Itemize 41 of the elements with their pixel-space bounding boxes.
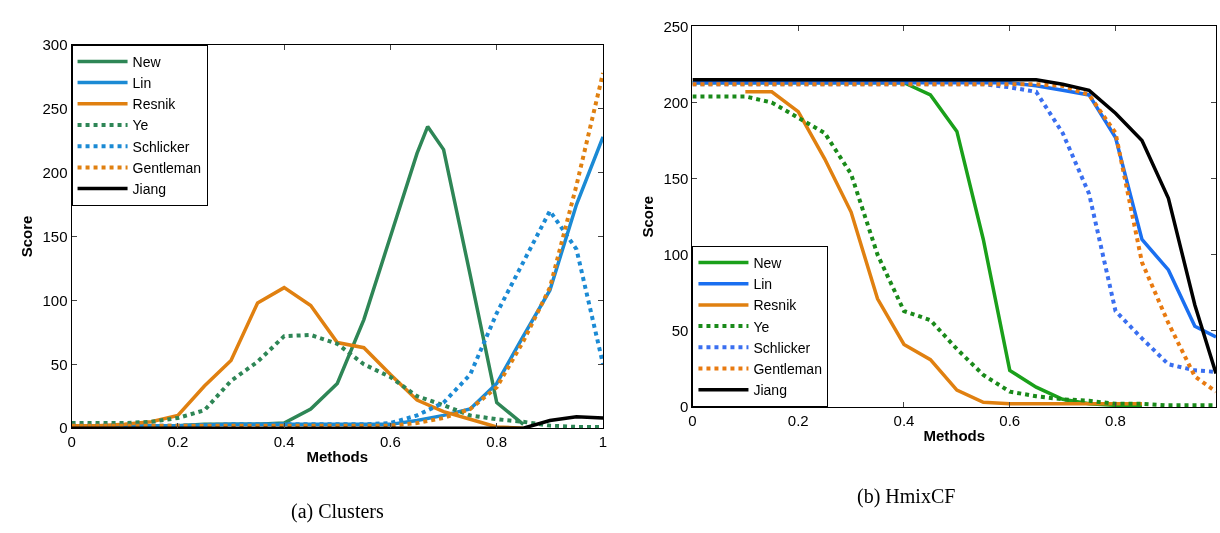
y-tick-label: 250	[42, 99, 68, 117]
x-tick-label: 0.4	[273, 433, 295, 451]
text: (a) Clusters	[291, 500, 384, 523]
y-tick-label: 150	[42, 227, 68, 245]
legend-label: Ye	[753, 318, 770, 335]
legend-label: Gentleman	[753, 360, 822, 377]
legend-label: Lin	[132, 75, 152, 92]
legend-label: Ye	[132, 117, 149, 134]
y-tick-label: 0	[680, 398, 689, 416]
y-tick-label: 200	[663, 93, 689, 111]
legend-label: Lin	[753, 276, 773, 293]
x-tick-label: 0.4	[893, 411, 915, 429]
y-axis-title: Score	[17, 215, 35, 258]
legend-label: Schlicker	[132, 138, 190, 155]
x-tick-label: 0.8	[486, 433, 508, 451]
y-tick-label: 150	[663, 169, 689, 187]
x-axis-title: Methods	[923, 426, 986, 444]
legend-label: Gentleman	[132, 159, 202, 176]
y-tick-label: 300	[42, 36, 68, 54]
y-tick-label: 200	[42, 163, 68, 181]
x-tick-label: 0.2	[787, 411, 809, 429]
x-tick-label: 0.6	[999, 411, 1021, 429]
legend-label: Jiang	[753, 382, 787, 399]
legend-label: Resnik	[753, 297, 798, 314]
y-tick-label: 100	[42, 291, 68, 309]
y-tick-label: 100	[663, 245, 689, 263]
x-tick-label: 0.2	[167, 433, 189, 451]
x-tick-label: 0.8	[1105, 411, 1126, 429]
x-axis-title: Methods	[306, 448, 369, 466]
y-tick-label: 250	[663, 17, 689, 35]
legend-label: Jiang	[132, 181, 167, 198]
text: (b) HmixCF	[857, 485, 956, 508]
legend-label: Schlicker	[753, 339, 811, 356]
legend-label: Resnik	[132, 96, 177, 113]
y-tick-label: 50	[50, 355, 68, 373]
y-tick-label: 50	[671, 322, 689, 340]
legend-label: New	[753, 254, 783, 271]
x-tick-label: 0.6	[380, 433, 401, 451]
legend-label: New	[132, 53, 162, 70]
x-tick-label: 1	[598, 433, 608, 451]
y-axis-title: Score	[638, 195, 656, 238]
